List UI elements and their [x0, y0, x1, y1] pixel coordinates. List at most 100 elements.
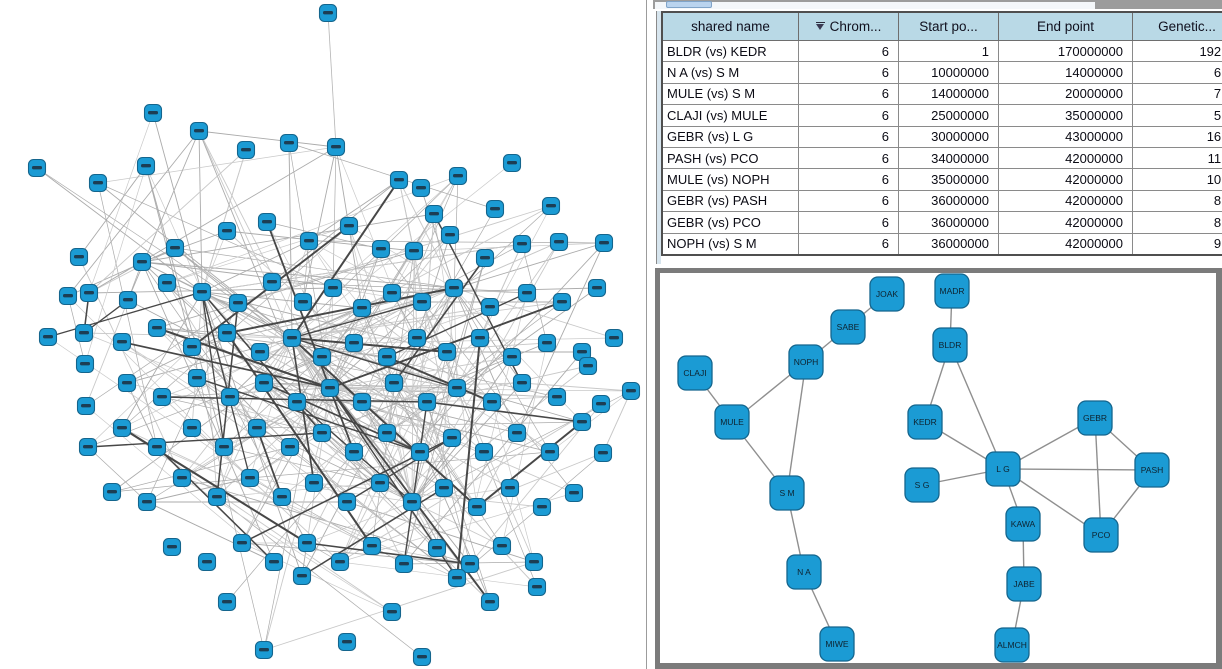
network-node[interactable] — [440, 225, 460, 245]
network-edge[interactable] — [391, 287, 598, 294]
network-edge[interactable] — [308, 179, 400, 242]
network-node[interactable] — [69, 247, 89, 267]
network-edge[interactable] — [156, 327, 331, 389]
network-edge[interactable] — [88, 112, 154, 294]
network-node[interactable] — [279, 133, 299, 153]
network-edge[interactable] — [145, 165, 203, 293]
network-edge[interactable] — [223, 446, 381, 484]
network-node[interactable] — [474, 442, 494, 462]
network-node[interactable] — [76, 396, 96, 416]
network-node[interactable] — [228, 293, 248, 313]
network-node[interactable] — [467, 497, 487, 517]
network-node-mule[interactable]: MULE — [714, 404, 750, 440]
network-node[interactable] — [323, 278, 343, 298]
network-edge[interactable] — [291, 337, 381, 484]
network-node-kedr[interactable]: KEDR — [907, 404, 943, 440]
network-edge[interactable] — [85, 302, 239, 407]
network-node[interactable] — [132, 252, 152, 272]
network-node-bldr[interactable]: BLDR — [932, 327, 968, 363]
network-edge[interactable] — [111, 446, 291, 493]
network-edge[interactable] — [126, 332, 228, 384]
network-node[interactable] — [287, 392, 307, 412]
network-edge[interactable] — [126, 382, 421, 453]
network-edge[interactable] — [339, 403, 602, 563]
network-edge[interactable] — [313, 482, 543, 508]
network-edge[interactable] — [216, 496, 423, 658]
network-node[interactable] — [147, 437, 167, 457]
table-cell[interactable]: 34000000 — [898, 146, 999, 170]
network-edge[interactable] — [1094, 417, 1102, 536]
network-edge[interactable] — [87, 446, 148, 503]
network-node[interactable] — [447, 568, 467, 588]
network-edge[interactable] — [263, 382, 558, 398]
network-node[interactable] — [88, 173, 108, 193]
network-node[interactable] — [162, 537, 182, 557]
network-node-pash[interactable]: PASH — [1134, 452, 1170, 488]
network-edge[interactable] — [306, 542, 471, 565]
table-cell[interactable]: 42000000 — [998, 168, 1133, 191]
network-node[interactable] — [262, 272, 282, 292]
network-edge[interactable] — [145, 165, 225, 448]
network-node[interactable] — [442, 428, 462, 448]
network-node[interactable] — [214, 437, 234, 457]
network-edge[interactable] — [403, 257, 486, 565]
network-node[interactable] — [293, 292, 313, 312]
network-edge[interactable] — [85, 299, 129, 407]
network-node-jabe[interactable]: JABE — [1006, 566, 1042, 602]
table-cell[interactable]: GEBR (vs) PASH — [661, 189, 799, 213]
network-node[interactable] — [394, 554, 414, 574]
network-node[interactable] — [118, 290, 138, 310]
table-cell[interactable]: 20000000 — [998, 82, 1133, 106]
table-cell[interactable]: 14000000 — [998, 61, 1133, 84]
network-edge[interactable] — [291, 337, 478, 508]
table-cell[interactable]: 10.5 — [1132, 168, 1222, 191]
network-node[interactable] — [117, 373, 137, 393]
network-edge[interactable] — [121, 291, 203, 429]
network-node[interactable] — [187, 368, 207, 388]
network-edge[interactable] — [198, 130, 331, 389]
network-edge[interactable] — [201, 291, 225, 448]
network-edge[interactable] — [161, 396, 323, 434]
network-edge[interactable] — [281, 337, 481, 498]
network-edge[interactable] — [411, 356, 513, 503]
network-edge[interactable] — [229, 396, 283, 498]
network-edge[interactable] — [393, 382, 503, 547]
network-node[interactable] — [152, 387, 172, 407]
network-edge[interactable] — [291, 162, 513, 339]
network-node[interactable] — [437, 342, 457, 362]
network-edge[interactable] — [47, 291, 203, 338]
network-edge[interactable] — [456, 287, 598, 389]
network-node[interactable] — [304, 473, 324, 493]
network-edge[interactable] — [329, 387, 632, 392]
network-edge[interactable] — [226, 451, 355, 603]
network-edge[interactable] — [291, 337, 331, 389]
network-edge[interactable] — [348, 225, 445, 489]
network-edge[interactable] — [291, 337, 458, 389]
network-node[interactable] — [157, 273, 177, 293]
network-edge[interactable] — [259, 351, 458, 389]
network-node[interactable] — [74, 323, 94, 343]
table-cell[interactable]: 36000000 — [898, 211, 999, 234]
network-node[interactable] — [136, 156, 156, 176]
network-node[interactable] — [344, 333, 364, 353]
network-edge[interactable] — [291, 337, 471, 565]
network-edge[interactable] — [126, 382, 158, 448]
network-edge[interactable] — [411, 487, 511, 503]
network-node[interactable] — [370, 473, 390, 493]
network-node[interactable] — [572, 412, 592, 432]
network-node[interactable] — [282, 328, 302, 348]
network-node[interactable] — [182, 337, 202, 357]
network-node[interactable] — [517, 283, 537, 303]
column-header-end-point[interactable]: End point — [998, 11, 1133, 41]
network-node[interactable] — [79, 283, 99, 303]
network-edge[interactable] — [36, 167, 203, 293]
network-edge[interactable] — [84, 165, 147, 365]
network-edge[interactable] — [141, 213, 435, 263]
network-node[interactable] — [512, 234, 532, 254]
network-edge[interactable] — [201, 291, 293, 339]
network-node[interactable] — [382, 602, 402, 622]
